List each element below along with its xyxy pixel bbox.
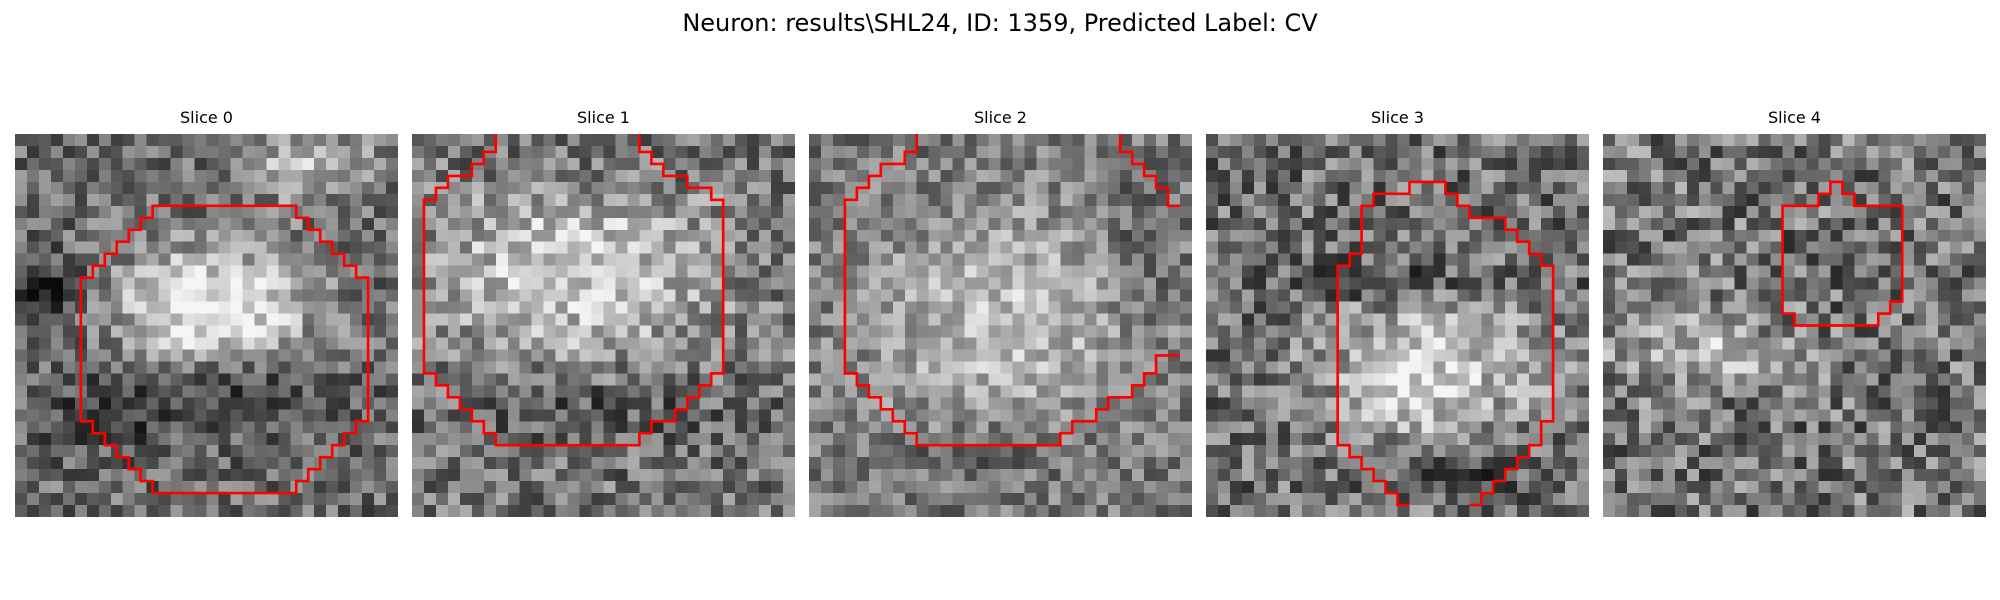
slice-4-pixels: [1603, 134, 1986, 517]
slice-4-title: Slice 4: [1768, 108, 1821, 127]
slice-panel-0: Slice 0: [15, 108, 398, 517]
slice-2-roi-outline: [843, 134, 1181, 447]
slice-1-roi-outline: [422, 134, 725, 447]
slice-1-pixels: [412, 134, 795, 517]
slice-2-title: Slice 2: [974, 108, 1027, 127]
slice-0-image: [15, 134, 398, 517]
slice-0-roi-outline: [79, 204, 370, 495]
slice-panel-2: Slice 2: [809, 108, 1192, 517]
slice-1-image: [412, 134, 795, 517]
slice-panel-3: Slice 3: [1206, 108, 1589, 517]
figure-title: Neuron: results\SHL24, ID: 1359, Predict…: [682, 9, 1318, 37]
slice-2-pixels: [809, 134, 1192, 517]
slice-3-pixels: [1206, 134, 1589, 517]
slice-0-title: Slice 0: [180, 108, 233, 127]
slice-0-pixels: [15, 134, 398, 517]
slice-2-image: [809, 134, 1192, 517]
slice-panel-4: Slice 4: [1603, 108, 1986, 517]
slice-4-image: [1603, 134, 1986, 517]
slice-3-roi-outline: [1336, 180, 1555, 507]
slice-3-title: Slice 3: [1371, 108, 1424, 127]
slice-3-image: [1206, 134, 1589, 517]
slice-4-roi-outline: [1781, 180, 1904, 327]
slice-1-title: Slice 1: [577, 108, 630, 127]
slice-panel-1: Slice 1: [412, 108, 795, 517]
